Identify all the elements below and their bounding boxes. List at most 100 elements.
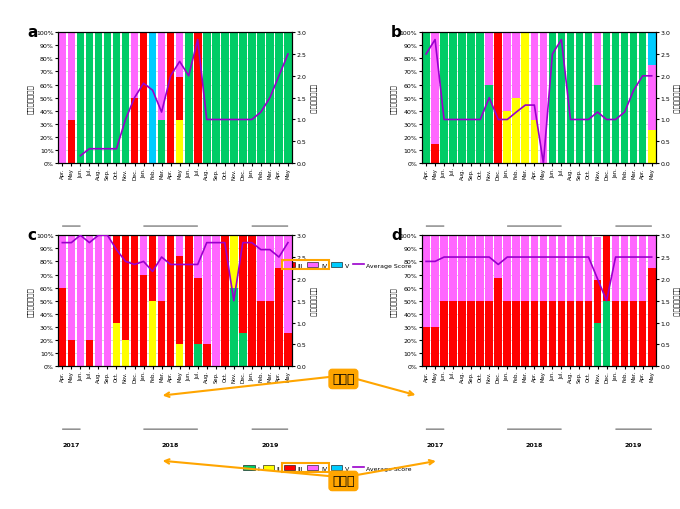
Text: d: d: [391, 228, 402, 243]
Bar: [284, 33, 292, 164]
Bar: [486, 33, 493, 86]
Bar: [67, 236, 75, 341]
Bar: [621, 236, 628, 301]
Legend: I, II, III, IV, V, Average Score: I, II, III, IV, V, Average Score: [242, 261, 413, 269]
Bar: [648, 33, 656, 66]
Bar: [139, 236, 148, 275]
Bar: [266, 0, 274, 33]
Bar: [539, 33, 547, 164]
Bar: [431, 144, 439, 164]
Bar: [113, 236, 120, 323]
Bar: [630, 301, 637, 366]
Text: 2018: 2018: [526, 442, 543, 447]
Y-axis label: グレード出現率: グレード出現率: [390, 83, 397, 114]
Bar: [585, 301, 592, 366]
Bar: [522, 33, 529, 164]
Text: 2019: 2019: [261, 442, 279, 447]
Text: 2019: 2019: [625, 240, 643, 245]
Bar: [558, 301, 565, 366]
Bar: [503, 111, 511, 164]
Bar: [266, 301, 274, 366]
Bar: [131, 33, 138, 98]
Bar: [422, 33, 430, 164]
Bar: [230, 33, 237, 164]
Text: 2017: 2017: [63, 240, 80, 245]
Bar: [248, 33, 256, 164]
Bar: [440, 236, 448, 301]
Bar: [95, 33, 102, 164]
Bar: [122, 236, 129, 341]
Bar: [621, 301, 628, 366]
Bar: [549, 236, 556, 301]
Bar: [486, 301, 493, 366]
Bar: [176, 35, 184, 77]
Bar: [67, 341, 75, 366]
Bar: [239, 33, 247, 164]
Bar: [566, 301, 575, 366]
Bar: [503, 236, 511, 301]
Y-axis label: グレード平均値: グレード平均値: [309, 286, 316, 316]
Y-axis label: グレード出現率: グレード出現率: [27, 83, 33, 114]
Bar: [621, 33, 628, 164]
Bar: [77, 33, 84, 164]
Bar: [131, 236, 138, 366]
Bar: [539, 236, 547, 301]
Bar: [549, 33, 556, 164]
Bar: [503, 301, 511, 366]
Text: 2017: 2017: [426, 240, 444, 245]
Bar: [113, 33, 120, 164]
Bar: [494, 279, 502, 366]
Bar: [576, 301, 583, 366]
Bar: [194, 279, 201, 344]
Text: 2017: 2017: [426, 442, 444, 447]
Bar: [648, 131, 656, 164]
Y-axis label: グレード出現率: グレード出現率: [27, 286, 33, 316]
Bar: [95, 236, 102, 366]
Bar: [639, 236, 647, 301]
Bar: [585, 33, 592, 164]
Bar: [486, 236, 493, 301]
Bar: [176, 344, 184, 366]
Bar: [440, 301, 448, 366]
Bar: [458, 33, 466, 164]
Bar: [422, 236, 430, 327]
Bar: [266, 236, 274, 301]
Bar: [257, 301, 265, 366]
Bar: [257, 33, 265, 164]
Bar: [275, 236, 283, 268]
Bar: [275, 268, 283, 366]
Bar: [431, 327, 439, 366]
Bar: [221, 236, 228, 366]
Bar: [639, 33, 647, 164]
Text: 2018: 2018: [526, 240, 543, 245]
Bar: [594, 280, 601, 323]
Bar: [558, 33, 565, 164]
Bar: [431, 236, 439, 327]
Bar: [566, 236, 575, 301]
Bar: [139, 275, 148, 366]
Bar: [576, 236, 583, 301]
Text: 2018: 2018: [162, 240, 180, 245]
Text: 2019: 2019: [625, 442, 643, 447]
Bar: [440, 33, 448, 164]
Text: 2018: 2018: [162, 442, 180, 447]
Bar: [212, 236, 220, 366]
Bar: [239, 236, 247, 334]
Bar: [122, 341, 129, 366]
Bar: [458, 301, 466, 366]
Bar: [230, 288, 237, 366]
Bar: [648, 236, 656, 268]
Y-axis label: グレード平均値: グレード平均値: [309, 83, 316, 114]
Bar: [158, 301, 165, 366]
Bar: [58, 33, 66, 164]
Bar: [594, 33, 601, 86]
Bar: [257, 236, 265, 301]
Bar: [194, 236, 201, 279]
Bar: [467, 33, 475, 164]
Bar: [602, 33, 611, 164]
Bar: [176, 77, 184, 121]
Text: c: c: [27, 228, 36, 243]
Bar: [122, 33, 129, 164]
Bar: [594, 323, 601, 366]
Text: 2017: 2017: [63, 442, 80, 447]
